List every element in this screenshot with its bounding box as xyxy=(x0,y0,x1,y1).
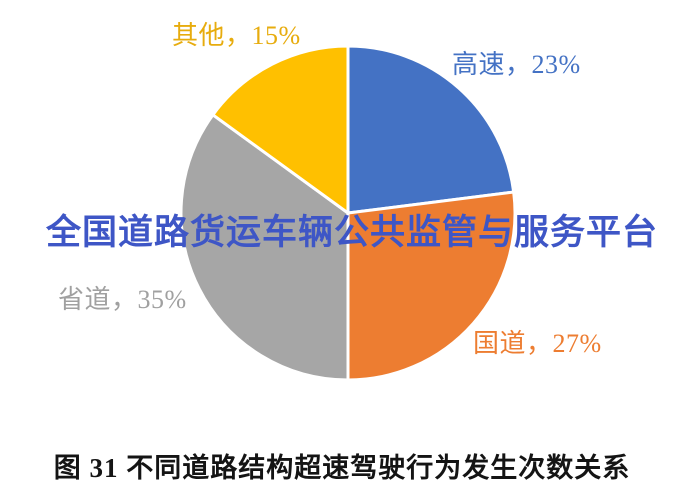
pie-label-highway: 高速，23% xyxy=(452,50,581,79)
pie-chart xyxy=(179,44,517,382)
pie-label-other: 其他，15% xyxy=(172,21,301,50)
pie-slice-gaosu xyxy=(346,44,516,215)
pie-label-national-road: 国道，27% xyxy=(473,329,602,358)
pie-slice-qita xyxy=(211,44,350,215)
watermark-text: 全国道路货运车辆公共监管与服务平台 xyxy=(46,213,659,253)
figure-caption: 图 31 不同道路结构超速驾驶行为发生次数关系 xyxy=(53,453,631,483)
pie-slice-guodao xyxy=(346,190,517,382)
pie-label-provincial-road: 省道，35% xyxy=(58,285,187,314)
pie-slice-shengdao xyxy=(179,113,350,382)
